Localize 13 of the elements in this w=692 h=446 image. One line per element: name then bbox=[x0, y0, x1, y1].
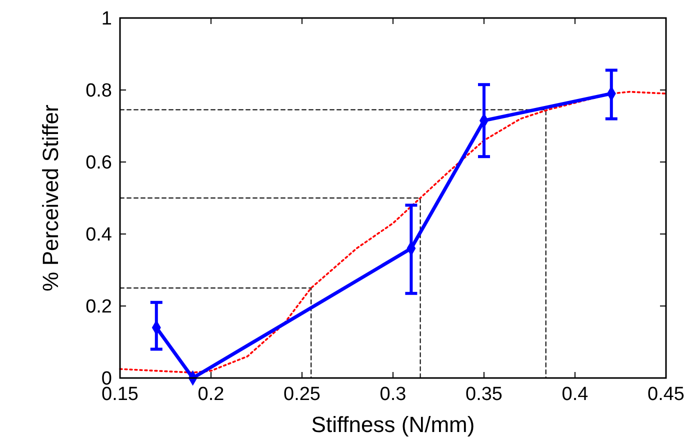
y-tick-label: 0.6 bbox=[86, 152, 112, 174]
x-tick-label: 0.25 bbox=[284, 384, 320, 405]
x-tick-label: 0.2 bbox=[198, 384, 224, 405]
x-tick-label: 0.3 bbox=[380, 384, 406, 405]
x-tick-label: 0.45 bbox=[648, 384, 684, 405]
y-tick-label: 0.2 bbox=[86, 296, 112, 318]
y-tick-label: 1 bbox=[101, 8, 112, 30]
y-tick-label: 0.8 bbox=[86, 80, 112, 102]
x-tick-label: 0.35 bbox=[466, 384, 502, 405]
x-tick-label: 0.4 bbox=[562, 384, 589, 405]
y-axis-title: % Perceived Stiffer bbox=[38, 104, 63, 292]
x-axis-title: Stiffness (N/mm) bbox=[311, 412, 475, 437]
y-tick-label: 0.4 bbox=[86, 224, 112, 246]
